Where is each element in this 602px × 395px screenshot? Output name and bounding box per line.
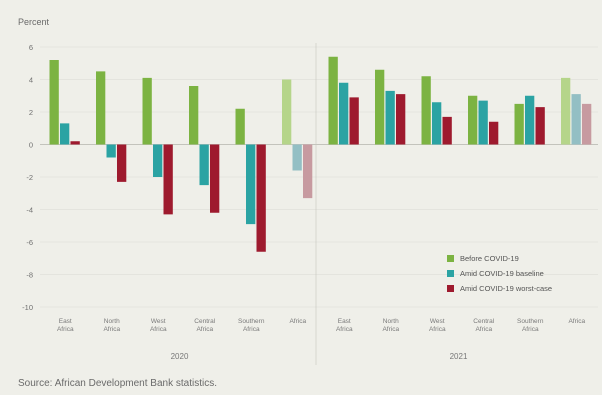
bar bbox=[375, 69, 385, 145]
bar bbox=[60, 123, 70, 145]
y-tick-label: 0 bbox=[29, 141, 33, 150]
y-tick-label: -4 bbox=[26, 206, 33, 215]
bar bbox=[282, 79, 292, 145]
y-tick-label: 6 bbox=[29, 43, 33, 52]
category-label: West Africa bbox=[428, 318, 446, 333]
category-label: East Africa bbox=[56, 318, 74, 333]
legend: Before COVID-19 Amid COVID-19 baseline A… bbox=[447, 251, 552, 296]
legend-item-before: Before COVID-19 bbox=[447, 251, 552, 266]
bar bbox=[189, 86, 199, 145]
y-tick-label: -6 bbox=[26, 238, 33, 247]
bar bbox=[385, 90, 395, 145]
bar bbox=[349, 97, 359, 145]
bar bbox=[561, 77, 571, 145]
y-tick-label: 4 bbox=[29, 76, 33, 85]
bar bbox=[396, 94, 406, 145]
bar bbox=[468, 95, 478, 145]
bar bbox=[153, 144, 163, 177]
bar bbox=[106, 144, 116, 158]
legend-swatch-baseline bbox=[447, 270, 454, 277]
bar bbox=[571, 94, 581, 145]
category-label: North Africa bbox=[103, 318, 121, 333]
category-label: Africa bbox=[289, 318, 307, 325]
bar bbox=[117, 144, 127, 182]
legend-label-baseline: Amid COVID-19 baseline bbox=[460, 269, 544, 278]
bar bbox=[142, 77, 152, 145]
group-label: 2021 bbox=[449, 352, 468, 361]
legend-item-baseline: Amid COVID-19 baseline bbox=[447, 266, 552, 281]
category-label: Southern Africa bbox=[517, 318, 544, 333]
bar bbox=[339, 82, 349, 145]
bar bbox=[432, 102, 442, 145]
y-tick-label: -10 bbox=[22, 303, 33, 312]
bar bbox=[292, 144, 302, 171]
category-label: Africa bbox=[568, 318, 586, 325]
bar bbox=[235, 108, 245, 145]
category-label: North Africa bbox=[382, 318, 400, 333]
bar bbox=[163, 144, 173, 215]
bar bbox=[514, 103, 524, 145]
bar bbox=[478, 100, 488, 145]
bar bbox=[256, 144, 266, 252]
group-label: 2020 bbox=[170, 352, 189, 361]
bar bbox=[582, 103, 592, 145]
bar bbox=[210, 144, 220, 213]
bar bbox=[525, 95, 535, 145]
bar bbox=[421, 76, 431, 145]
bar bbox=[535, 107, 545, 145]
bar bbox=[49, 60, 59, 145]
category-label: Southern Africa bbox=[238, 318, 265, 333]
legend-swatch-before bbox=[447, 255, 454, 262]
bar bbox=[328, 56, 338, 145]
y-axis-label: Percent bbox=[18, 17, 50, 27]
legend-swatch-worst-case bbox=[447, 285, 454, 292]
source-note: Source: African Development Bank statist… bbox=[18, 378, 217, 389]
bar bbox=[303, 144, 313, 199]
category-label: Central Africa bbox=[194, 318, 216, 333]
category-label: Central Africa bbox=[473, 318, 495, 333]
legend-item-worst-case: Amid COVID-19 worst-case bbox=[447, 281, 552, 296]
category-label: East Africa bbox=[335, 318, 353, 333]
y-tick-label: -2 bbox=[26, 173, 33, 182]
y-tick-label: 2 bbox=[29, 108, 33, 117]
bar bbox=[199, 144, 209, 186]
legend-label-before: Before COVID-19 bbox=[460, 254, 519, 263]
legend-label-worst-case: Amid COVID-19 worst-case bbox=[460, 284, 553, 293]
bar bbox=[489, 121, 499, 145]
bar bbox=[70, 141, 80, 145]
bar bbox=[96, 71, 106, 145]
y-tick-label: -8 bbox=[26, 271, 33, 280]
bar bbox=[246, 144, 256, 225]
category-label: West Africa bbox=[149, 318, 167, 333]
bar bbox=[442, 116, 452, 145]
